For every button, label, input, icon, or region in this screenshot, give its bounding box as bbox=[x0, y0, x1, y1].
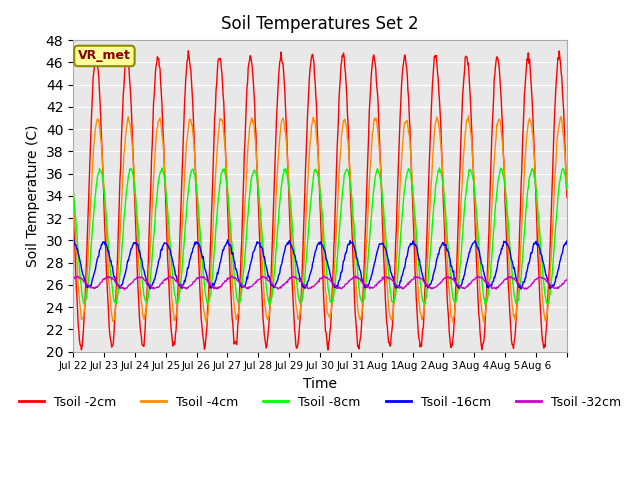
Tsoil -8cm bbox=[127, 168, 135, 173]
Tsoil -32cm bbox=[372, 282, 380, 288]
Tsoil -32cm bbox=[228, 273, 236, 278]
Tsoil -16cm bbox=[128, 246, 136, 252]
Text: VR_met: VR_met bbox=[78, 49, 131, 62]
Tsoil -4cm bbox=[127, 130, 135, 136]
Tsoil -32cm bbox=[262, 275, 270, 280]
Tsoil -4cm bbox=[563, 187, 571, 192]
Title: Soil Temperatures Set 2: Soil Temperatures Set 2 bbox=[221, 15, 419, 33]
Tsoil -4cm bbox=[219, 118, 227, 124]
Tsoil -16cm bbox=[219, 249, 227, 255]
Tsoil -4cm bbox=[69, 185, 77, 191]
Line: Tsoil -8cm: Tsoil -8cm bbox=[73, 168, 567, 305]
Tsoil -32cm bbox=[563, 276, 571, 282]
Tsoil -32cm bbox=[128, 280, 136, 286]
Tsoil -32cm bbox=[69, 276, 77, 282]
Legend: Tsoil -2cm, Tsoil -4cm, Tsoil -8cm, Tsoil -16cm, Tsoil -32cm: Tsoil -2cm, Tsoil -4cm, Tsoil -8cm, Tsoi… bbox=[14, 391, 626, 414]
Tsoil -32cm bbox=[121, 287, 129, 293]
Tsoil -16cm bbox=[517, 286, 525, 292]
Tsoil -2cm bbox=[219, 79, 227, 85]
Tsoil -32cm bbox=[219, 281, 227, 287]
Tsoil -4cm bbox=[399, 140, 406, 146]
Tsoil -2cm bbox=[184, 48, 192, 54]
Tsoil -16cm bbox=[243, 274, 251, 280]
Line: Tsoil -32cm: Tsoil -32cm bbox=[73, 276, 567, 290]
Tsoil -16cm bbox=[69, 238, 77, 243]
Tsoil -8cm bbox=[399, 206, 406, 212]
Tsoil -8cm bbox=[436, 165, 444, 171]
Tsoil -8cm bbox=[69, 186, 77, 192]
Tsoil -4cm bbox=[465, 113, 472, 119]
Tsoil -2cm bbox=[69, 197, 77, 203]
Tsoil -2cm bbox=[127, 101, 135, 107]
Tsoil -8cm bbox=[266, 302, 273, 308]
Tsoil -4cm bbox=[262, 305, 269, 311]
Tsoil -8cm bbox=[261, 270, 269, 276]
Tsoil -32cm bbox=[399, 286, 407, 291]
Line: Tsoil -16cm: Tsoil -16cm bbox=[73, 239, 567, 289]
Tsoil -16cm bbox=[371, 259, 379, 265]
Tsoil -16cm bbox=[70, 236, 77, 242]
Tsoil -2cm bbox=[399, 60, 407, 66]
Tsoil -32cm bbox=[244, 285, 252, 290]
Tsoil -2cm bbox=[243, 85, 251, 91]
Tsoil -8cm bbox=[371, 175, 379, 181]
Tsoil -8cm bbox=[218, 170, 226, 176]
Tsoil -16cm bbox=[399, 271, 406, 276]
Line: Tsoil -4cm: Tsoil -4cm bbox=[73, 116, 567, 323]
Tsoil -16cm bbox=[262, 262, 269, 267]
Tsoil -16cm bbox=[563, 238, 571, 243]
Tsoil -8cm bbox=[243, 236, 250, 241]
Tsoil -2cm bbox=[563, 194, 571, 200]
Tsoil -2cm bbox=[324, 347, 332, 353]
Tsoil -2cm bbox=[372, 65, 380, 71]
Tsoil -4cm bbox=[243, 163, 251, 169]
Tsoil -4cm bbox=[371, 118, 379, 123]
Line: Tsoil -2cm: Tsoil -2cm bbox=[73, 51, 567, 350]
Tsoil -2cm bbox=[262, 341, 269, 347]
Tsoil -8cm bbox=[563, 186, 571, 192]
X-axis label: Time: Time bbox=[303, 377, 337, 391]
Y-axis label: Soil Temperature (C): Soil Temperature (C) bbox=[26, 125, 40, 267]
Tsoil -4cm bbox=[202, 320, 210, 325]
